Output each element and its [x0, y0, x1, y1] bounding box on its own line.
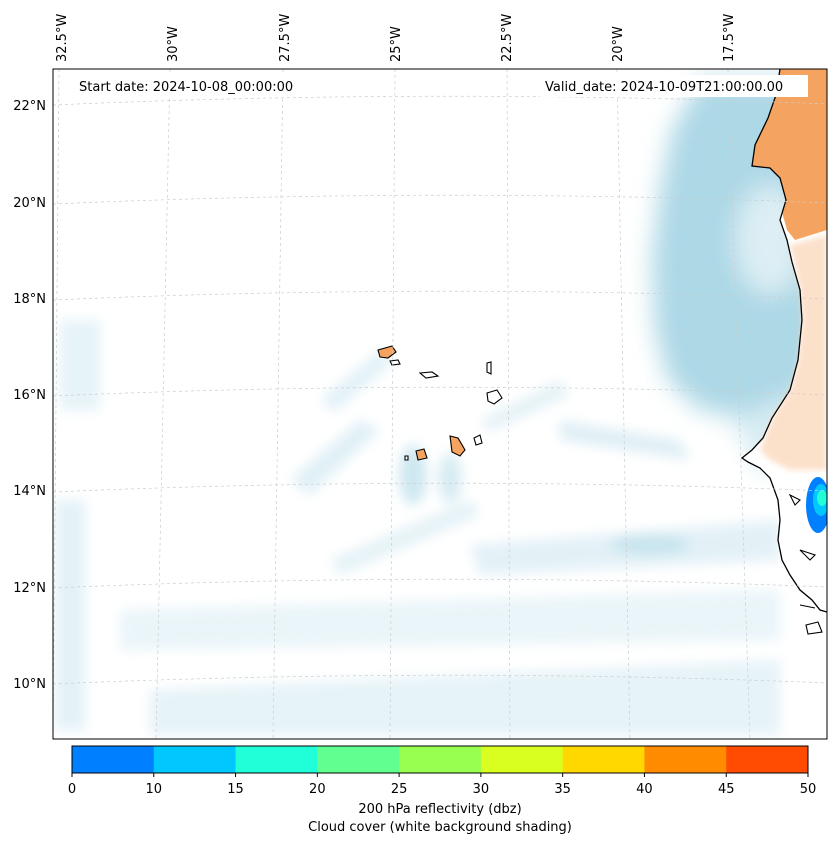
cloud-patch — [330, 500, 480, 575]
grid-lat-16 — [53, 386, 827, 397]
cloud-patch — [480, 380, 570, 432]
grid-lat-18 — [53, 290, 827, 301]
grid-lon-32-5 — [53, 69, 60, 739]
colorbar-tick-label: 20 — [309, 782, 326, 797]
lat-label: 22°N — [13, 99, 46, 114]
cloud-patch — [120, 590, 780, 650]
grid-lat-12 — [53, 578, 827, 589]
latitude-labels: 22°N 20°N 18°N 16°N 14°N 12°N 10°N — [13, 99, 46, 692]
colorbar-tick-label: 45 — [718, 782, 735, 797]
island-santo-antao — [377, 345, 397, 359]
colorbar-tick-label: 35 — [554, 782, 571, 797]
lat-label: 20°N — [13, 196, 46, 211]
africa-coastline — [740, 69, 827, 613]
plot-frame — [52, 68, 828, 740]
island-maio — [473, 434, 483, 446]
grid-lon-17-5 — [727, 69, 751, 739]
cloud-patch — [560, 420, 690, 460]
colorbar-tick-label: 10 — [146, 782, 163, 797]
grid-lon-22-5 — [506, 69, 511, 739]
lon-label: 30°W — [166, 26, 181, 62]
coast-detail — [788, 493, 823, 635]
island-boa-vista — [486, 389, 503, 405]
colorbar-segment — [399, 746, 482, 773]
colorbar-segment — [562, 746, 645, 773]
start-date-label: Start date: 2024-10-08_00:00:00 — [79, 80, 293, 95]
lat-label: 14°N — [13, 484, 46, 499]
reflectivity-cell — [806, 477, 827, 533]
colorbar-tick-label: 30 — [473, 782, 490, 797]
colorbar-segment — [726, 746, 809, 773]
colorbar-label-reflectivity: 200 hPa reflectivity (dbz) — [358, 802, 521, 817]
colorbar-tick-label: 50 — [800, 782, 817, 797]
island-sao-vicente — [389, 359, 401, 366]
cloud-patch — [290, 420, 380, 495]
plot-area: Start date: 2024-10-08_00:00:00 Valid_da… — [52, 68, 828, 740]
colorbar-ticks: 0 10 15 20 25 30 35 40 45 50 — [68, 773, 816, 797]
grid-lon-27-5 — [272, 69, 284, 739]
colorbar-tick-label: 0 — [68, 782, 76, 797]
cloud-patch — [55, 500, 85, 730]
grid-lat-10 — [53, 674, 827, 685]
africa-land — [740, 69, 827, 635]
colorbar-label-cloud: Cloud cover (white background shading) — [308, 820, 572, 835]
grid-lat-22 — [53, 95, 827, 106]
colorbar: 0 10 15 20 25 30 35 40 45 50 200 hPa reflectivity… — [68, 745, 816, 835]
colorbar-segment — [72, 746, 155, 773]
longitude-labels: 32.5°W 30°W 27.5°W 25°W 22.5°W 20°W 17.5… — [55, 14, 737, 62]
gridlines — [53, 69, 827, 739]
colorbar-tick-label: 15 — [227, 782, 244, 797]
colorbar-segment — [153, 746, 237, 773]
lat-label: 18°N — [13, 292, 46, 307]
lon-label: 27.5°W — [278, 14, 293, 62]
reflectivity-20 — [817, 490, 827, 506]
start-date-box — [72, 75, 312, 97]
colorbar-segment — [235, 746, 318, 773]
island-brava — [404, 455, 409, 461]
colorbar-frame — [71, 745, 809, 774]
lat-label: 16°N — [13, 388, 46, 403]
cloud-patch — [438, 453, 462, 503]
grid-lon-30 — [155, 69, 171, 739]
colorbar-segment — [480, 746, 564, 773]
grid-lon-25 — [389, 69, 396, 739]
colorbar-segment — [317, 746, 400, 773]
cloud-patch — [60, 320, 100, 410]
lat-label: 12°N — [13, 581, 46, 596]
valid-date-label: Valid_date: 2024-10-09T21:00:00.00 — [545, 80, 783, 95]
colorbar-tick-label: 40 — [636, 782, 653, 797]
grid-lat-14 — [53, 482, 827, 493]
lat-label: 10°N — [13, 677, 46, 692]
lon-label: 32.5°W — [55, 14, 70, 62]
lon-label: 20°W — [611, 26, 626, 62]
lon-label: 22.5°W — [500, 14, 515, 62]
colorbar-segments — [72, 746, 809, 773]
cloud-cover-shading — [55, 320, 780, 735]
grid-lat-20 — [53, 194, 827, 205]
cloud-patch — [320, 350, 395, 412]
colorbar-segment — [644, 746, 727, 773]
island-santiago — [449, 435, 466, 457]
grid-lon-20 — [616, 69, 631, 739]
colorbar-tick-label: 25 — [391, 782, 408, 797]
island-sal — [486, 361, 492, 375]
valid-date-box — [540, 75, 808, 97]
cloud-patch — [150, 660, 780, 735]
island-sao-nicolau — [418, 371, 440, 379]
island-fogo — [415, 448, 428, 461]
lon-label: 25°W — [389, 26, 404, 62]
lon-label: 17.5°W — [722, 14, 737, 62]
cloud-patch — [610, 535, 690, 555]
